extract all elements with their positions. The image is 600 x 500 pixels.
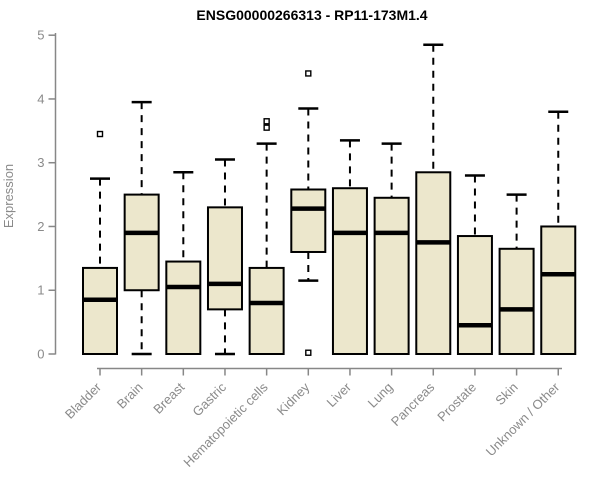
iqr-box — [165, 260, 202, 356]
boxplot-series — [82, 43, 577, 356]
x-category-label: Pancreas — [388, 379, 438, 429]
box-group — [540, 110, 577, 355]
y-tick-label: 2 — [37, 219, 44, 234]
iqr-box — [456, 235, 493, 356]
box-group — [331, 139, 368, 355]
x-category-label: Liver — [324, 379, 355, 410]
box-group — [456, 174, 493, 356]
box-group — [373, 142, 410, 355]
iqr-box — [248, 266, 285, 356]
iqr-box — [415, 171, 452, 355]
outlier-point — [96, 130, 104, 138]
iqr-box — [540, 225, 577, 355]
x-category-label: Gastric — [189, 379, 229, 419]
y-tick-label: 3 — [37, 155, 44, 170]
box-group — [415, 43, 452, 355]
box-group — [498, 193, 535, 356]
x-category-label: Lung — [365, 380, 396, 411]
x-category-label: Breast — [150, 379, 187, 416]
outlier-point — [263, 118, 270, 125]
iqr-box — [331, 187, 368, 355]
iqr-box — [206, 206, 243, 311]
y-tick-label: 5 — [37, 28, 44, 43]
x-category-label: Unknown / Other — [483, 379, 563, 459]
y-tick-label: 4 — [37, 91, 44, 106]
iqr-box — [123, 193, 160, 292]
x-category-label: Prostate — [434, 380, 479, 425]
iqr-box — [82, 266, 118, 356]
y-tick-label: 0 — [37, 347, 44, 362]
x-category-label: Skin — [492, 380, 520, 408]
box-group — [248, 118, 285, 356]
iqr-box — [373, 196, 410, 355]
iqr-box — [290, 188, 327, 253]
x-category-label: Brain — [114, 380, 146, 412]
y-axis-label: Expression — [1, 164, 16, 228]
iqr-box — [498, 247, 535, 356]
box-group — [82, 130, 118, 356]
outlier-point — [305, 70, 312, 77]
x-category-label: Kidney — [274, 379, 313, 418]
x-category-label: Bladder — [62, 379, 105, 422]
box-group — [123, 100, 160, 356]
y-tick-label: 1 — [37, 283, 44, 298]
outlier-point — [263, 124, 270, 131]
box-group — [290, 70, 327, 356]
outlier-point — [305, 349, 312, 356]
box-group — [206, 158, 243, 356]
box-group — [165, 171, 202, 356]
chart-title: ENSG00000266313 - RP11-173M1.4 — [196, 7, 427, 23]
